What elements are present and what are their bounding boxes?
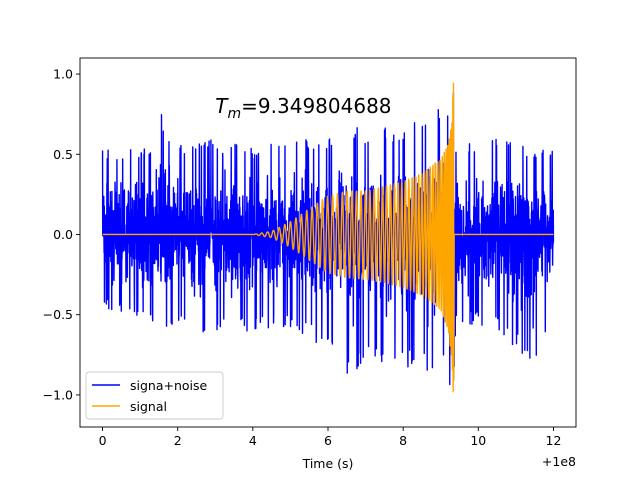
legend-label-signa-noise: signa+noise — [130, 378, 208, 393]
y-tick-label: −1.0 — [43, 387, 73, 402]
merger-time-annotation: Tm=9.349804688 — [215, 94, 391, 122]
annotation-value: =9.349804688 — [241, 94, 391, 118]
annotation-prefix: T — [215, 94, 229, 118]
signal-line — [101, 82, 555, 393]
x-tick-label: 12 — [546, 433, 562, 448]
y-tick-label: 0.0 — [53, 227, 73, 242]
x-axis: 0 2 4 6 8 10 12 — [99, 427, 562, 448]
series-signa-noise — [101, 92, 555, 386]
x-tick-label: 2 — [174, 433, 182, 448]
x-axis-label: Time (s) — [302, 456, 354, 471]
y-tick-label: −0.5 — [43, 307, 73, 322]
series-signal — [101, 82, 555, 393]
y-tick-label: 0.5 — [53, 147, 73, 162]
x-tick-label: 6 — [324, 433, 332, 448]
legend-box — [85, 371, 224, 420]
x-tick-label: 4 — [249, 433, 257, 448]
y-tick-label: 1.0 — [53, 67, 73, 82]
x-tick-label: 8 — [399, 433, 407, 448]
signa-noise-line — [101, 92, 555, 386]
y-axis: −1.0 −0.5 0.0 0.5 1.0 — [43, 67, 80, 402]
x-axis-offset-label: +1e8 — [542, 454, 576, 469]
legend-label-signal: signal — [130, 399, 167, 414]
annotation-subscript: m — [228, 106, 242, 122]
legend: signa+noise signal — [85, 371, 224, 420]
x-tick-label: 0 — [99, 433, 107, 448]
x-tick-label: 10 — [470, 433, 486, 448]
